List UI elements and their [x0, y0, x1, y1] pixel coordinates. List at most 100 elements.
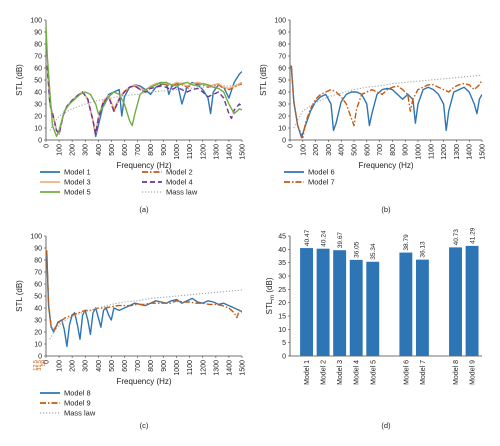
- y-tick-label: 20: [278, 114, 286, 121]
- x-tick-label: 1300: [454, 144, 461, 160]
- panel-3: 0 5 10 15 20 25 30 35 40 45 STLm (dB) 40.47 Model 1 4…: [265, 227, 482, 430]
- y-axis-label-sub: m: [270, 295, 276, 300]
- bar: [349, 259, 363, 356]
- x-tick-label: 500: [109, 360, 116, 372]
- series-line-model-9: [46, 250, 242, 331]
- x-tick-label: 1400: [226, 144, 233, 160]
- y-tick-label: 60: [34, 282, 42, 289]
- x-tick-label: 100: [300, 144, 307, 156]
- series-line-mass-law: [49, 289, 242, 340]
- x-axis-label: Frequency (Hz): [116, 377, 171, 386]
- y-tick-label: 10: [34, 342, 42, 349]
- category-label: Model 8: [453, 360, 460, 385]
- bar-value-label: 35.34: [370, 243, 377, 260]
- x-extra-tick-label: 50: [41, 360, 47, 366]
- y-tick-label: 0: [282, 354, 286, 361]
- bar-value-label: 40.24: [320, 230, 327, 247]
- x-tick-label: 200: [313, 144, 320, 156]
- legend-label: Model 4: [166, 178, 193, 187]
- x-tick-label: 300: [326, 144, 333, 156]
- x-tick-label: 700: [135, 144, 142, 156]
- y-tick-label: 20: [278, 300, 286, 307]
- x-tick-label: 400: [96, 144, 103, 156]
- x-axis-label: Frequency (Hz): [358, 161, 413, 170]
- y-tick-label: 0: [282, 138, 286, 145]
- x-tick-label: 300: [83, 144, 90, 156]
- x-tick-label: 1000: [174, 360, 181, 376]
- bar: [399, 252, 413, 356]
- x-extra-tick-label: 31.5: [37, 360, 43, 371]
- y-tick-label: 100: [30, 234, 42, 241]
- y-tick-label: 0: [38, 354, 42, 361]
- x-tick-label: 100: [57, 360, 64, 372]
- legend-label: Model 1: [64, 168, 91, 177]
- legend-label: Model 6: [308, 168, 335, 177]
- bar: [300, 248, 314, 356]
- y-tick-label: 10: [34, 126, 42, 133]
- y-tick-label: 70: [34, 270, 42, 277]
- bar: [415, 259, 429, 356]
- legend-label: Mass law: [64, 409, 96, 418]
- y-axis-label: STLm (dB): [265, 277, 276, 314]
- legend-label: Model 7: [308, 178, 335, 187]
- x-tick-label: 1200: [441, 144, 448, 160]
- x-tick-label: 0: [44, 360, 51, 364]
- y-tick-label: 70: [34, 54, 42, 61]
- y-tick-label: 60: [278, 66, 286, 73]
- x-tick-label: 800: [390, 144, 397, 156]
- series-line-model-6: [290, 65, 482, 139]
- y-tick-label: 40: [278, 90, 286, 97]
- x-tick-label: 1100: [187, 360, 194, 375]
- panel-label: (c): [140, 421, 149, 430]
- x-tick-label: 100: [57, 144, 64, 156]
- x-tick-label: 1500: [480, 144, 487, 160]
- y-tick-label: 90: [34, 246, 42, 253]
- x-tick-label: 1400: [467, 144, 474, 160]
- x-tick-label: 1300: [213, 144, 220, 160]
- y-axis-label-unit: (dB): [265, 277, 274, 295]
- legend-label: Model 5: [64, 188, 91, 197]
- y-tick-label: 80: [278, 42, 286, 49]
- panel-label: (b): [381, 205, 391, 214]
- x-tick-label: 1000: [416, 144, 423, 160]
- x-tick-label: 0: [44, 144, 51, 148]
- bar-value-label: 41.29: [469, 227, 476, 244]
- x-tick-label: 1300: [213, 360, 220, 376]
- series-line-unnamed: [293, 74, 482, 129]
- legend-label: Model 3: [64, 178, 91, 187]
- y-tick-label: 50: [34, 78, 42, 85]
- y-tick-label: 90: [34, 30, 42, 37]
- y-tick-label: 50: [34, 294, 42, 301]
- x-tick-label: 0: [288, 144, 295, 148]
- bar-value-label: 39.67: [337, 232, 344, 249]
- bar-value-label: 36.13: [420, 241, 427, 258]
- y-tick-label: 80: [34, 42, 42, 49]
- category-label: Model 9: [470, 360, 477, 385]
- x-tick-label: 1400: [226, 360, 233, 376]
- y-tick-label: 5: [282, 340, 286, 347]
- bar: [465, 245, 479, 356]
- x-tick-label: 600: [364, 144, 371, 156]
- y-axis-label: STL (dB): [15, 280, 24, 312]
- x-tick-label: 1200: [200, 360, 207, 376]
- y-tick-label: 45: [278, 234, 286, 241]
- y-tick-label: 30: [278, 274, 286, 281]
- bar-value-label: 38.79: [403, 234, 410, 251]
- y-tick-label: 0: [38, 138, 42, 145]
- category-label: Model 2: [321, 360, 328, 385]
- bar-value-label: 40.73: [453, 229, 460, 246]
- x-tick-label: 400: [96, 360, 103, 372]
- y-tick-label: 70: [278, 54, 286, 61]
- bar-value-label: 40.47: [304, 229, 311, 246]
- x-tick-label: 900: [161, 360, 168, 372]
- panel-label: (d): [381, 421, 391, 430]
- x-tick-label: 1000: [174, 144, 181, 160]
- y-tick-label: 30: [34, 102, 42, 109]
- y-tick-label: 30: [34, 318, 42, 325]
- x-tick-label: 900: [161, 144, 168, 156]
- y-tick-label: 40: [278, 247, 286, 254]
- y-tick-label: 25: [278, 287, 286, 294]
